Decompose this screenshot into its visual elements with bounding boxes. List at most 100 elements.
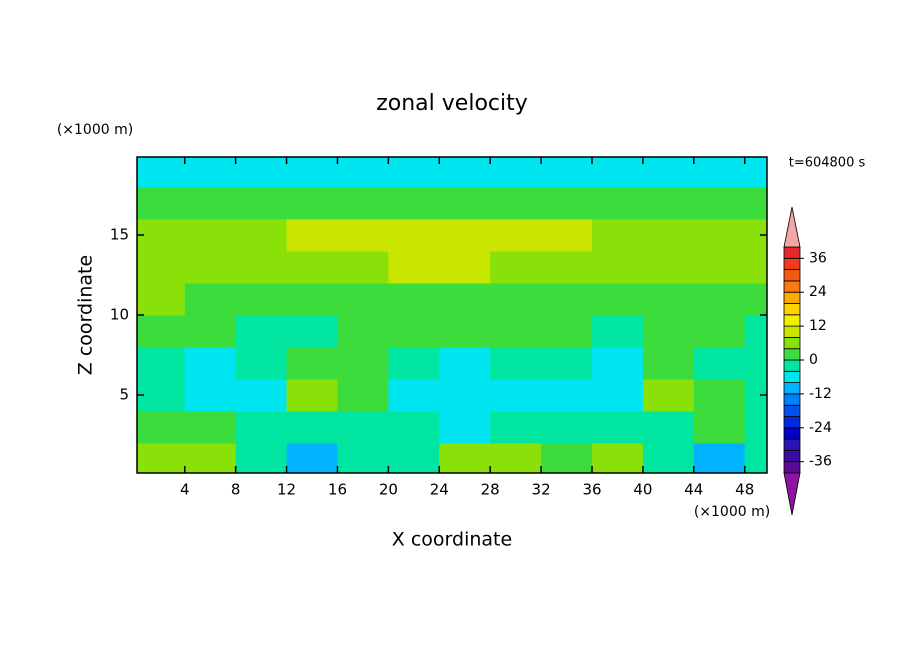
colorbar-box xyxy=(783,359,801,372)
contour-cell xyxy=(541,187,593,220)
contour-cell xyxy=(744,157,767,188)
colorbar-box xyxy=(783,416,801,429)
contour-cell xyxy=(490,157,542,188)
contour-cell xyxy=(642,283,695,316)
contour-cell xyxy=(490,411,542,444)
colorbar-box xyxy=(783,303,801,316)
contour-cell xyxy=(184,283,237,316)
contour-cell xyxy=(439,187,491,220)
colorbar-box xyxy=(783,314,801,327)
chart-title: zonal velocity xyxy=(376,91,528,116)
contour-cell xyxy=(337,283,389,316)
contour-cell xyxy=(337,411,389,444)
y-tick-label: 10 xyxy=(110,306,129,324)
contour-cell xyxy=(337,251,389,284)
contour-cell xyxy=(541,315,593,348)
contour-cell xyxy=(541,347,593,380)
contour-cell xyxy=(388,187,440,220)
contour-cell xyxy=(642,379,695,412)
contour-cell xyxy=(744,219,767,252)
contour-cell xyxy=(592,379,644,412)
contour-cell xyxy=(592,187,644,220)
colorbar-box xyxy=(783,382,801,395)
contour-cell xyxy=(693,157,746,188)
contour-cell xyxy=(541,411,593,444)
contour-cell xyxy=(137,187,186,220)
contour-cell xyxy=(693,347,746,380)
x-tick-label: 4 xyxy=(180,481,190,499)
x-tick-label: 32 xyxy=(532,481,551,499)
contour-cell xyxy=(693,187,746,220)
colorbar-box xyxy=(783,269,801,282)
contour-cell xyxy=(235,219,288,252)
colorbar-box xyxy=(783,291,801,304)
contour-cell xyxy=(541,443,593,473)
colorbar-over xyxy=(783,206,801,248)
contour-cell xyxy=(744,411,767,444)
colorbar-box xyxy=(783,370,801,383)
contour-cell xyxy=(137,443,186,473)
contour-cell xyxy=(490,187,542,220)
colorbar-box xyxy=(783,336,801,350)
colorbar-label: -12 xyxy=(809,386,832,402)
contour-cell xyxy=(137,315,186,348)
contour-cell xyxy=(541,251,593,284)
contour-cell xyxy=(592,157,644,188)
contour-cell xyxy=(286,187,338,220)
contour-cell xyxy=(137,379,186,412)
contour-cell xyxy=(337,219,389,252)
colorbar-box xyxy=(783,427,801,440)
contour-cell xyxy=(388,347,440,380)
contour-cell xyxy=(286,379,338,412)
contour-cell xyxy=(744,379,767,412)
colorbar-label: 36 xyxy=(809,250,827,266)
contour-cell xyxy=(137,251,186,284)
contour-cell xyxy=(235,443,288,473)
contour-cell xyxy=(439,443,491,473)
contour-cell xyxy=(744,315,767,348)
contour-cell xyxy=(235,315,288,348)
contour-cell xyxy=(286,315,338,348)
contour-cell xyxy=(286,251,338,284)
contour-cell xyxy=(137,283,186,316)
contour-cell xyxy=(642,187,695,220)
contour-cell xyxy=(286,411,338,444)
contour-cell xyxy=(592,443,644,473)
colorbar-box xyxy=(783,257,801,270)
colorbar-box xyxy=(783,438,801,451)
x-tick-label: 40 xyxy=(633,481,652,499)
y-unit: (×1000 m) xyxy=(57,122,133,138)
x-unit: (×1000 m) xyxy=(694,504,770,520)
x-axis-label: X coordinate xyxy=(392,529,512,551)
contour-cell xyxy=(184,315,237,348)
contour-cell xyxy=(439,379,491,412)
contour-cell xyxy=(184,157,237,188)
x-tick-label: 48 xyxy=(735,481,754,499)
contour-cell xyxy=(541,157,593,188)
colorbar-box xyxy=(783,325,801,338)
contour-cell xyxy=(235,347,288,380)
contour-cell xyxy=(693,411,746,444)
contour-cell xyxy=(642,443,695,473)
contour-cell xyxy=(642,219,695,252)
contour-cell xyxy=(388,283,440,316)
colorbar-box xyxy=(783,461,801,474)
contour-cell xyxy=(337,315,389,348)
contour-cell xyxy=(490,347,542,380)
colorbar-label: -24 xyxy=(809,420,832,436)
y-axis-label: Z coordinate xyxy=(75,255,97,375)
contour-cell xyxy=(137,411,186,444)
contour-cell xyxy=(388,443,440,473)
contour-cell xyxy=(439,219,491,252)
contour-cell xyxy=(235,187,288,220)
contour-cell xyxy=(541,283,593,316)
contour-cell xyxy=(337,443,389,473)
colorbar-label: 12 xyxy=(809,318,827,334)
contour-cell xyxy=(592,283,644,316)
contour-cell xyxy=(693,219,746,252)
x-tick-label: 28 xyxy=(481,481,500,499)
contour-cell xyxy=(642,411,695,444)
contour-cell xyxy=(490,283,542,316)
contour-cell xyxy=(337,347,389,380)
contour-cell xyxy=(137,219,186,252)
